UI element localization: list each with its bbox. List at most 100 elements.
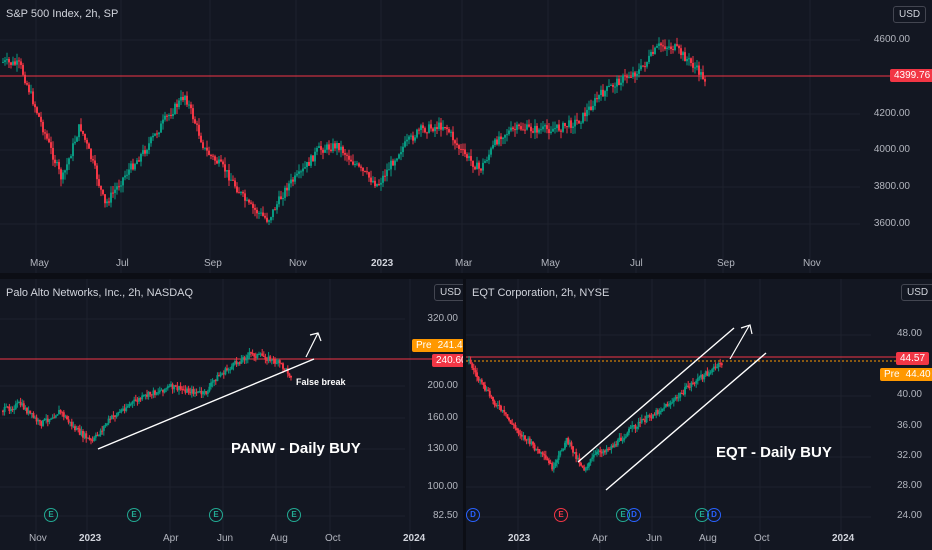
panw-candle [120,409,123,412]
spx-candle [242,192,244,194]
pane-divider[interactable] [463,279,466,550]
panw-candle [181,389,184,391]
panw-candle [114,415,116,417]
spx-candle [328,144,330,150]
dividend-icon[interactable]: D [627,508,641,522]
spx-candle [526,124,528,130]
spx-candle [24,74,26,84]
spx-candle [124,175,126,178]
spx-candle [666,47,668,49]
eqt-currency-button[interactable]: USD [901,284,932,301]
spx-candle [322,149,324,153]
spx-candle [8,59,10,63]
spx-candle [320,146,322,150]
pane-divider[interactable] [0,273,932,279]
spx-candle [334,143,336,149]
panw-candle [272,359,275,361]
panw-candle [157,392,160,394]
panw-candle [189,391,192,394]
earnings-icon[interactable]: E [44,508,58,522]
earnings-icon[interactable]: E [209,508,223,522]
spx-candle [434,127,436,132]
panw-candle [278,360,281,364]
spx-candle [646,62,648,67]
panw-candle [168,386,171,388]
panw-candle [126,406,129,408]
panw-candle [250,352,252,354]
panw-candle [174,385,177,387]
earnings-icon[interactable]: E [554,508,568,522]
eqt-candle [487,389,490,391]
eqt-candle [714,366,717,368]
eqt-candle [589,458,592,463]
spx-candle [376,184,378,187]
spx-currency-button[interactable]: USD [893,6,927,23]
eqt-candle [495,405,498,407]
spx-candle [600,89,602,96]
spx-candle [96,165,98,180]
spx-candle [678,45,680,49]
eqt-candle [527,438,530,440]
spx-candle [64,170,66,173]
spx-candle [188,104,190,106]
spx-candle [306,161,308,168]
spx-candle [58,162,60,170]
eqt-candle [692,382,694,384]
spx-candle [290,179,292,184]
panw-candle [2,410,4,413]
eqt-candle [519,433,522,435]
spx-candle [342,146,344,154]
spx-candle [154,133,156,136]
spx-candle [340,146,342,151]
spx-candle [534,125,536,133]
panw-candle [91,439,94,441]
eqt-candle [568,442,571,445]
panw-chart-pane[interactable]: Palo Alto Networks, Inc., 2h, NASDAQ USD… [0,279,463,550]
dividend-icon[interactable]: D [466,508,480,522]
panw-candle [264,356,267,360]
panw-candle [229,369,232,371]
eqt-candle [640,419,643,423]
spx-candle [384,175,386,177]
spx-candles[interactable] [0,0,932,273]
spx-candle [176,103,178,108]
panw-candle [51,417,54,419]
panw-candle [269,356,272,362]
eqt-candles[interactable] [466,279,932,550]
spx-candle [556,124,558,129]
spx-candle [6,59,8,61]
spx-chart-pane[interactable]: S&P 500 Index, 2h, SP USD 4600.00 4200.0… [0,0,932,273]
eqt-candle [668,405,670,407]
panw-candle [141,395,144,400]
eqt-candle [600,452,603,454]
spx-candle [14,61,16,65]
spx-candle [244,193,246,201]
eqt-candle [504,412,507,415]
spx-candle [578,120,580,124]
spx-candle [234,180,236,187]
spx-candle [388,169,390,171]
spx-candle [130,163,132,170]
panw-candle [18,402,20,404]
earnings-icon[interactable]: E [287,508,301,522]
spx-candle [278,196,280,205]
panw-currency-button[interactable]: USD [434,284,463,301]
earnings-icon[interactable]: E [127,508,141,522]
spx-x-tick: Sep [717,258,735,269]
eqt-candle [576,457,579,459]
spx-x-tick: Jul [116,258,129,269]
spx-candle [326,144,328,150]
spx-candle [208,150,210,156]
eqt-chart-pane[interactable]: EQT Corporation, 2h, NYSE USD 48.00 40.0… [466,279,932,550]
eqt-candle [613,444,616,448]
panw-candle [72,426,75,428]
spx-candle [36,107,38,114]
panw-arrow-head [309,332,322,342]
panw-candle [238,362,241,364]
dividend-icon[interactable]: D [707,508,721,522]
panw-candle [13,408,16,410]
spx-candle [508,130,510,135]
eqt-candle [695,381,698,384]
panw-candles[interactable] [0,279,463,550]
spx-candle [4,60,6,63]
